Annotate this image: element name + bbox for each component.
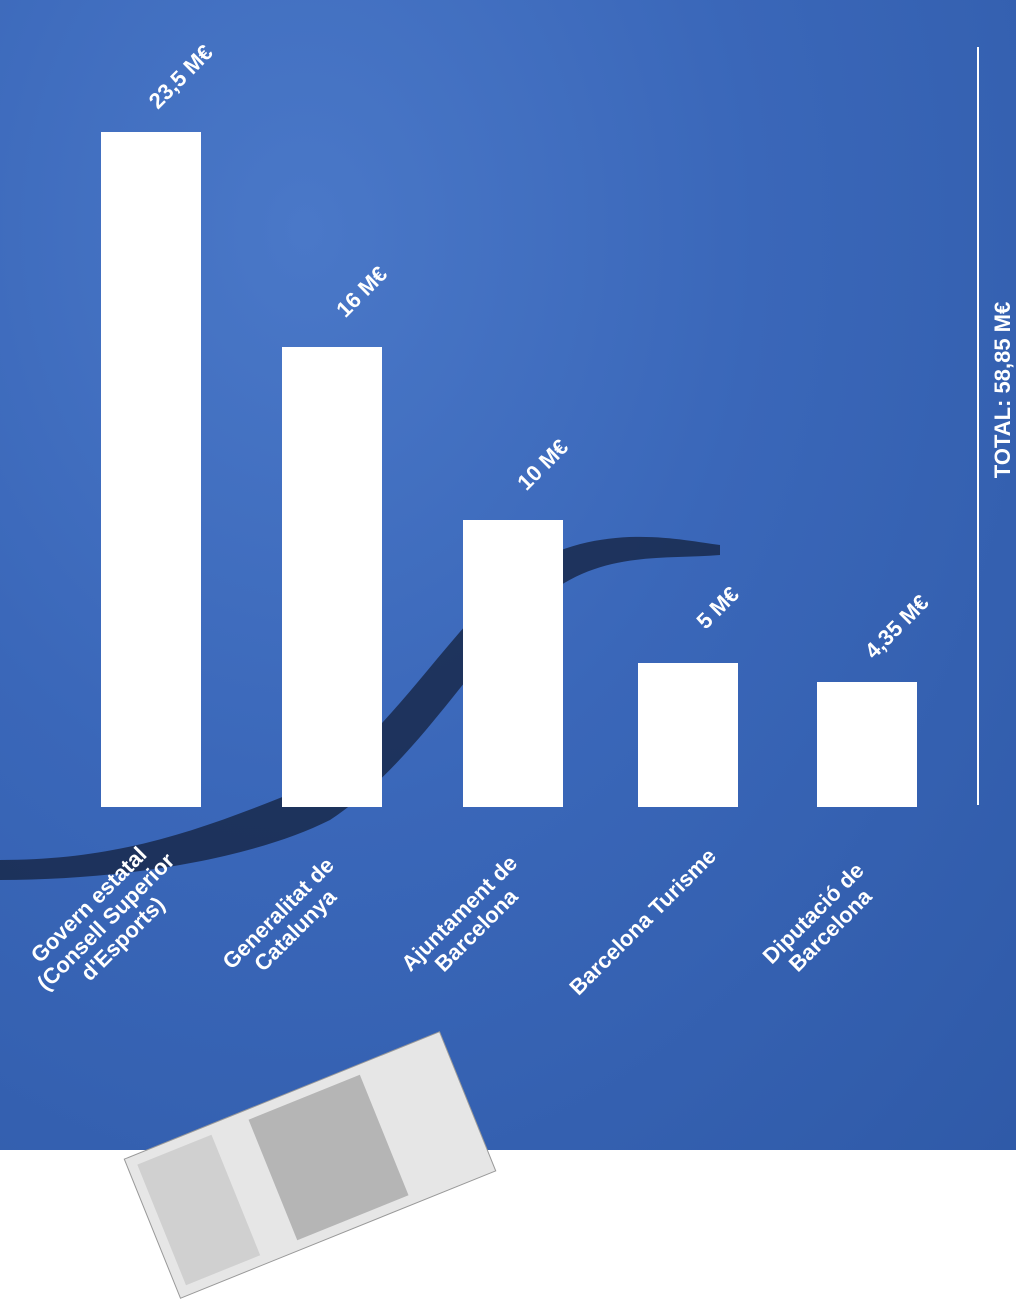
total-annotation: TOTAL: 58,85 M€ [990,301,1015,479]
bar [817,682,917,807]
bar [638,663,738,807]
bar [463,519,563,807]
banknote [123,1031,497,1299]
bar [101,132,201,807]
bar [282,347,382,807]
